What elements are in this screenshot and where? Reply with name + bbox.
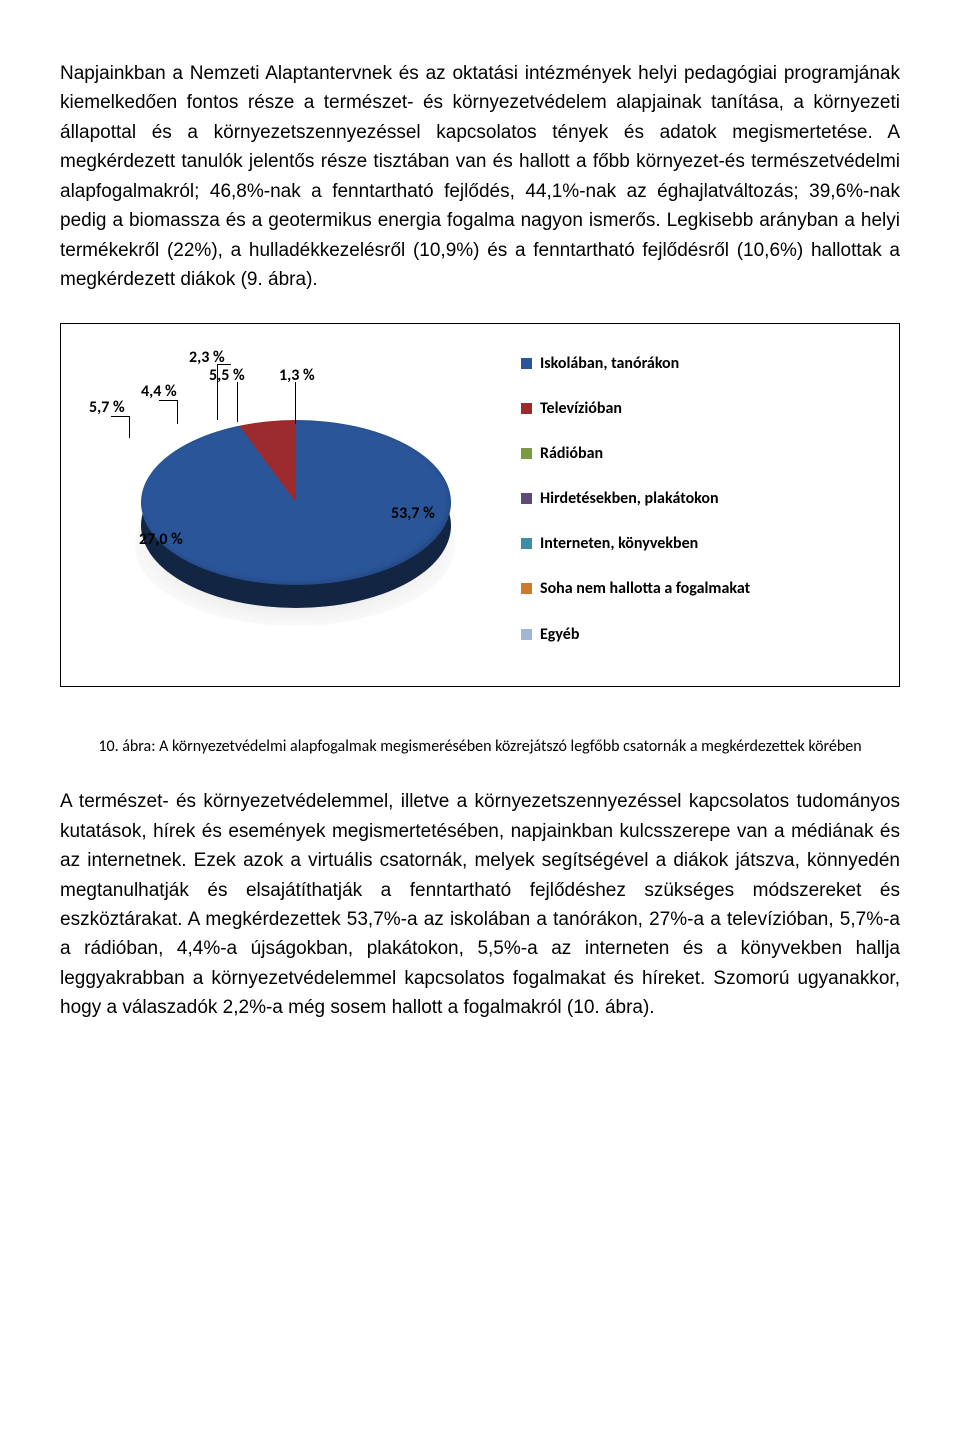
legend-item-1: Iskolában, tanórákon — [521, 354, 750, 373]
document-page: Napjainkban a Nemzeti Alaptantervnek és … — [0, 0, 960, 1111]
legend-item-4: Hirdetésekben, plakátokon — [521, 489, 750, 508]
legend-label-3: Rádióban — [540, 444, 603, 463]
legend-swatch-7 — [521, 629, 532, 640]
slice-label-6: 2,3 % — [189, 348, 225, 367]
legend-swatch-1 — [521, 358, 532, 369]
legend-label-6: Soha nem hallotta a fogalmakat — [540, 579, 750, 598]
legend-item-2: Televízióban — [521, 399, 750, 418]
paragraph-1: Napjainkban a Nemzeti Alaptantervnek és … — [60, 59, 900, 295]
legend-label-4: Hirdetésekben, plakátokon — [540, 489, 719, 508]
slice-label-3: 5,7 % — [89, 398, 125, 417]
legend-label-1: Iskolában, tanórákon — [540, 354, 679, 373]
legend-item-6: Soha nem hallotta a fogalmakat — [521, 579, 750, 598]
paragraph-2: A természet- és környezetvédelemmel, ill… — [60, 787, 900, 1023]
slice-label-2: 27,0 % — [139, 530, 183, 549]
legend-swatch-3 — [521, 448, 532, 459]
legend-label-2: Televízióban — [540, 399, 622, 418]
figure-caption: 10. ábra: A környezetvédelmi alapfogalma… — [80, 737, 880, 758]
legend-item-5: Interneten, könyvekben — [521, 534, 750, 553]
pie-3d-top — [141, 420, 451, 585]
legend-swatch-5 — [521, 538, 532, 549]
slice-label-4: 4,4 % — [141, 382, 177, 401]
legend-label-5: Interneten, könyvekben — [540, 534, 698, 553]
legend-item-3: Rádióban — [521, 444, 750, 463]
slice-label-1: 53,7 % — [391, 504, 435, 523]
legend-item-7: Egyéb — [521, 625, 750, 644]
legend-swatch-6 — [521, 583, 532, 594]
pie-chart: 53,7 % 27,0 % 5,7 % 4,4 % 5,5 % 2,3 % 1,… — [81, 348, 501, 668]
legend-swatch-2 — [521, 403, 532, 414]
chart-legend: Iskolában, tanórákon Televízióban Rádiób… — [521, 348, 750, 644]
legend-label-7: Egyéb — [540, 625, 579, 644]
pie-chart-figure: 53,7 % 27,0 % 5,7 % 4,4 % 5,5 % 2,3 % 1,… — [60, 323, 900, 687]
slice-label-5: 5,5 % — [209, 366, 245, 385]
legend-swatch-4 — [521, 493, 532, 504]
slice-label-7: 1,3 % — [279, 366, 315, 385]
